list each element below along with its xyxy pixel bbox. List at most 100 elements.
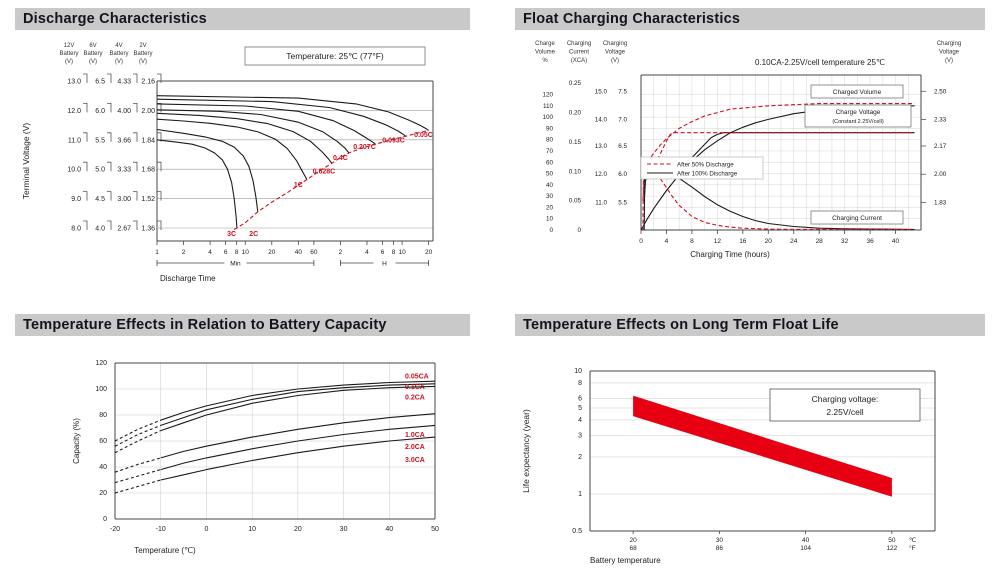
- x-axis-title: Temperature (℃): [134, 546, 196, 555]
- y-tick-label: 4.33: [117, 79, 131, 86]
- segment-label-bg: [373, 258, 396, 267]
- y-tick-label: 5.0: [95, 167, 105, 174]
- pct-tick-label: 0: [549, 227, 553, 234]
- pct-tick-label: 110: [543, 103, 554, 110]
- x-tick-label: 2: [182, 249, 186, 256]
- axis-header: (V): [65, 59, 73, 65]
- series-3.0CA: [160, 436, 436, 481]
- pct-tick-label: 90: [546, 125, 554, 132]
- float-charging-chart: Charge Volume% Charging Current (XCA) Chargin…: [535, 41, 961, 259]
- series-0.1CA: [160, 383, 436, 426]
- pct-tick-label: 70: [546, 148, 554, 155]
- axis-header: Charging: [937, 41, 961, 47]
- y-tick-label: 4.0: [95, 226, 105, 233]
- series-label: 2.0CA: [405, 444, 425, 451]
- pct-tick-label: 20: [546, 204, 554, 211]
- y-tick-label: 5: [578, 405, 582, 412]
- v12-tick-label: 11.0: [595, 199, 607, 206]
- series-0.2CA: [160, 385, 436, 432]
- x-tick-celsius: 40: [802, 537, 810, 544]
- x-tick-label: 36: [866, 238, 874, 245]
- series-label: 0.2CA: [405, 394, 425, 401]
- y-axis-title: Capacity (%): [72, 418, 81, 464]
- series-3.0CA-dashed: [114, 479, 161, 494]
- rate-label: 0.207C: [353, 144, 376, 151]
- y-tick-label: 120: [95, 360, 107, 367]
- axis-header: (V): [115, 59, 123, 65]
- series-2.0CA: [160, 424, 436, 471]
- series-0.093C: [156, 98, 407, 137]
- x-tick-label: 40: [892, 238, 900, 245]
- v12-tick-label: 15.0: [595, 88, 608, 95]
- x-tick-label: 32: [841, 238, 849, 245]
- life-band: [633, 395, 892, 497]
- axis-header: 4V: [115, 43, 122, 49]
- x-tick-label: 20: [268, 249, 276, 256]
- x-tick-label: 8: [235, 249, 239, 256]
- cellv-tick-label: 2.17: [934, 143, 947, 150]
- panel-float-life: Temperature Effects on Long Term Float L…: [515, 314, 985, 569]
- x-tick-celsius: 20: [630, 537, 638, 544]
- axis-header: Battery: [133, 51, 152, 57]
- axis-header: Charge: [535, 41, 555, 47]
- axis-header: (V): [139, 59, 147, 65]
- y-tick-label: 2.67: [117, 226, 131, 233]
- temperature-capacity-chart: 0 20 40 60 80 100 120 -20 -10 0 10 20 30 40 50 0.05CA 0.…: [72, 360, 439, 555]
- tick-bracket: [157, 132, 162, 142]
- tick-bracket: [107, 73, 112, 83]
- charge-voltage-box-label: Charge Voltage: [836, 109, 881, 116]
- y-tick-label: 2.16: [141, 79, 155, 86]
- discharge-chart: Terminal Voltage (V)12VBattery(V)13.012.…: [21, 43, 434, 283]
- pct-tick-label: 50: [546, 171, 554, 178]
- tick-bracket: [83, 161, 88, 172]
- x-tick-label: 12: [714, 238, 722, 245]
- x-tick-label: 1: [155, 249, 159, 256]
- x-tick-label: 8: [690, 238, 694, 245]
- series-0.05CA-dashed: [114, 419, 161, 442]
- axis-header: (V): [89, 59, 97, 65]
- v6-tick-label: 6.0: [618, 171, 627, 178]
- panel-temperature-capacity: Temperature Effects in Relation to Batte…: [15, 314, 470, 567]
- tick-bracket: [157, 103, 162, 113]
- pct-tick-label: 100: [542, 114, 553, 121]
- panel-discharge: Discharge Characteristics Terminal Volta…: [15, 8, 470, 287]
- y-tick-label: 13.0: [67, 79, 81, 86]
- y-axis-title: Life expectancy (year): [521, 409, 531, 493]
- y-tick-label: 8.0: [71, 226, 81, 233]
- charged-volume-box-label: Charged Volume: [833, 89, 882, 96]
- section-title-temperature-capacity: Temperature Effects in Relation to Batte…: [15, 314, 470, 336]
- float-life-chart: 1086543210.5206830864010450122℃°FChargin…: [521, 368, 936, 565]
- y-tick-label: 40: [99, 464, 107, 471]
- series-0.05C: [156, 95, 429, 131]
- tick-bracket: [157, 191, 162, 201]
- section-title-float-life: Temperature Effects on Long Term Float L…: [515, 314, 985, 336]
- charge-voltage-box: [804, 104, 912, 128]
- x-tick-fahrenheit: 86: [716, 545, 724, 552]
- y-tick-label: 1: [578, 491, 582, 498]
- v6-tick-label: 7.5: [618, 88, 627, 95]
- tick-bracket: [83, 103, 88, 113]
- series-0.207C: [156, 103, 376, 145]
- rate-label: 0.4C: [333, 155, 348, 162]
- tick-bracket: [133, 132, 138, 142]
- x-tick-label: 4: [365, 249, 369, 256]
- xca-tick-label: 0.25: [569, 80, 582, 87]
- series-1.0CA-dashed: [114, 457, 161, 473]
- series-0.05CA: [160, 380, 436, 421]
- xca-tick-label: 0.15: [569, 139, 582, 146]
- y-tick-label: 0: [103, 516, 107, 523]
- segment-label: H: [382, 261, 387, 268]
- xca-tick-label: 0.10: [569, 168, 582, 175]
- y-tick-label: 10.0: [67, 167, 81, 174]
- series-0.4C: [156, 109, 350, 154]
- series-1C: [156, 118, 308, 180]
- xca-tick-label: 0.20: [569, 110, 582, 117]
- tick-bracket: [107, 220, 112, 230]
- x-tick-label: 40: [295, 249, 303, 256]
- series-charged-volume-50: [640, 103, 915, 174]
- axis-header: Current: [569, 50, 589, 56]
- tick-bracket: [83, 191, 88, 201]
- rate-label: 1C: [294, 182, 303, 189]
- section-title-float-charging: Float Charging Characteristics: [515, 8, 985, 30]
